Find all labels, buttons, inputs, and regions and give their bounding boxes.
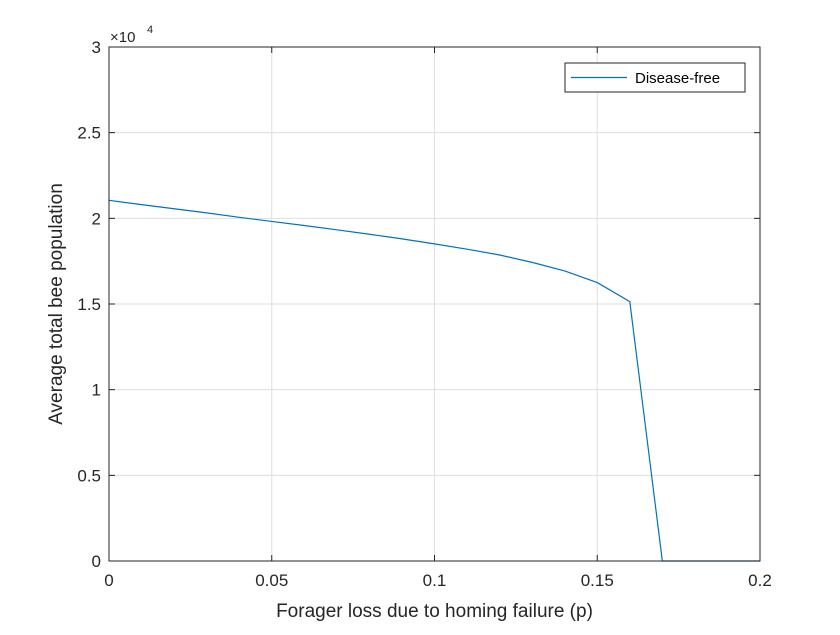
y-tick-label: 2 — [92, 209, 101, 228]
legend: Disease-free — [564, 62, 746, 93]
y-tick-label: 0.5 — [77, 466, 101, 485]
grid-layer — [108, 46, 761, 562]
y-exponent-base: ×10 — [110, 29, 135, 46]
x-tick-label: 0.15 — [581, 571, 614, 590]
series-layer — [108, 199, 760, 562]
series-line-disease-free — [108, 199, 760, 562]
x-axis-label: Forager loss due to homing failure (p) — [276, 601, 593, 622]
y-tick-label: 1 — [92, 381, 101, 400]
y-tick-label: 3 — [92, 38, 101, 57]
tick-label-layer: 0 0.05 0.1 0.15 0.2 0 0.5 1 1.5 2 2.5 3 — [77, 38, 771, 590]
legend-label: Disease-free — [635, 70, 720, 87]
y-tick-label: 2.5 — [77, 124, 101, 143]
y-exponent-power: 4 — [147, 24, 153, 36]
x-tick-label: 0.05 — [255, 571, 288, 590]
x-tick-label: 0.2 — [748, 571, 772, 590]
tick-layer — [108, 46, 761, 562]
x-tick-label: 0.1 — [423, 571, 447, 590]
y-tick-label: 1.5 — [77, 295, 101, 314]
y-axis-label: Average total bee population — [46, 183, 67, 425]
x-tick-label: 0 — [104, 571, 113, 590]
y-tick-label: 0 — [92, 552, 101, 571]
